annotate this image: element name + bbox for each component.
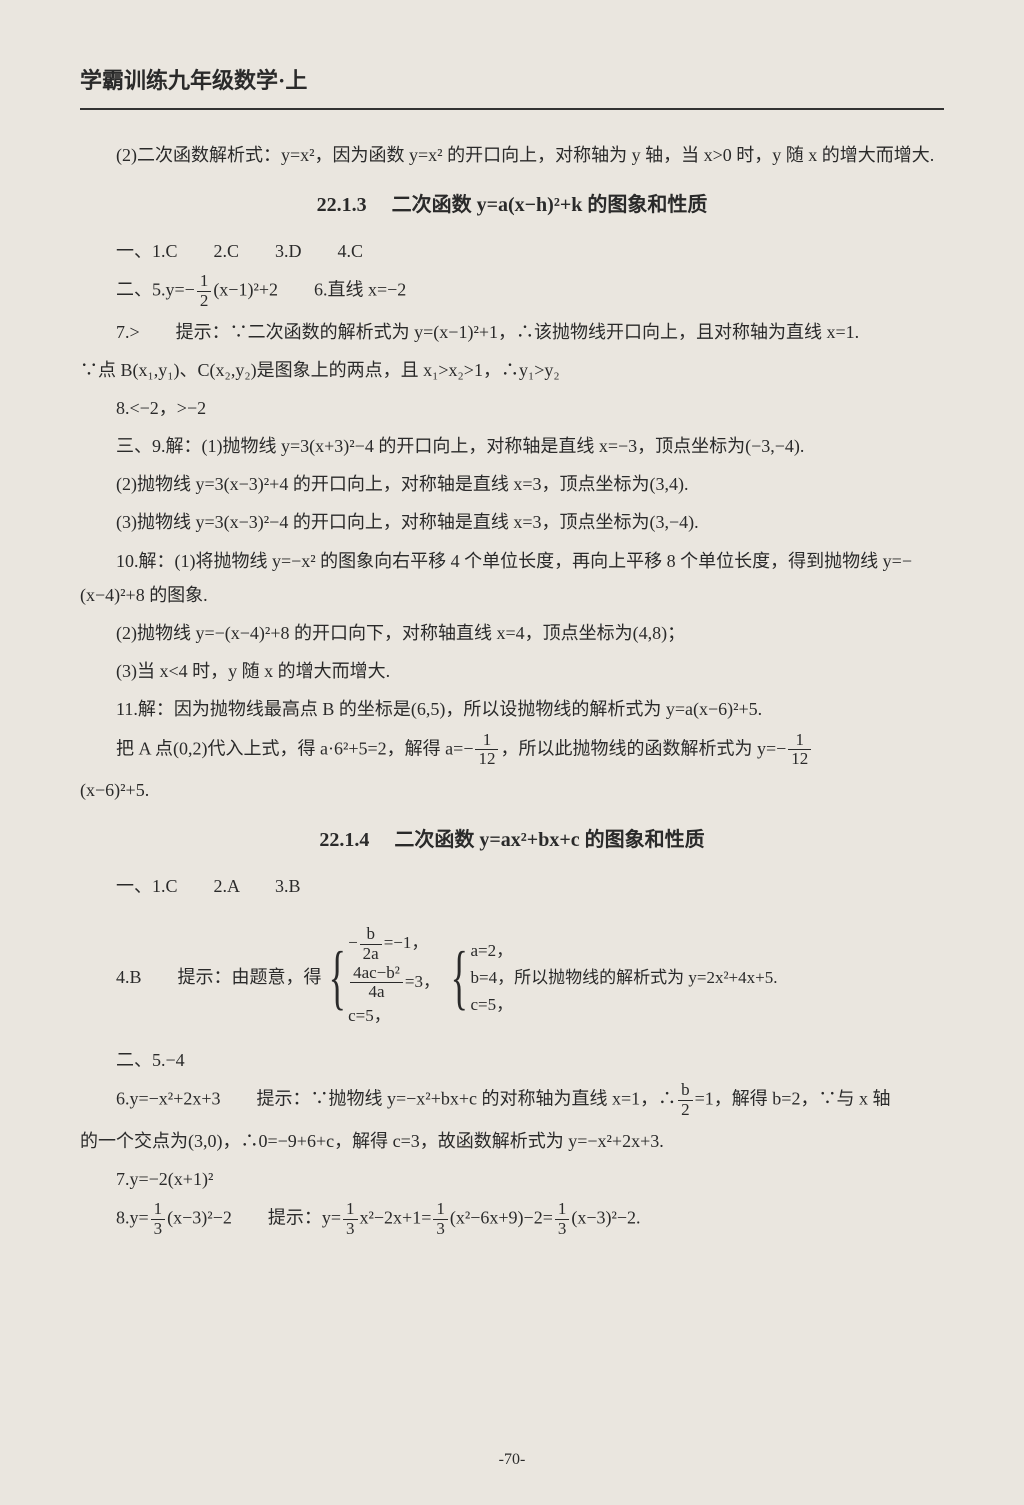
t: c=5， [471,991,778,1018]
section-title-22-1-3: 22.1.3 二次函数 y=a(x−h)²+k 的图象和性质 [80,186,944,224]
answer-line-10-3: (3)当 x<4 时，y 随 x 的增大而增大. [80,654,944,688]
answer-line-10-1: 10.解：(1)将抛物线 y=−x² 的图象向右平移 4 个单位长度，再向上平移… [80,544,944,612]
page-header: 学霸训练九年级数学·上 [80,60,944,110]
brace-system-2: { a=2， b=4，所以抛物线的解析式为 y=2x²+4x+5. c=5， [448,937,778,1019]
answer-line-9-1: 三、9.解：(1)抛物线 y=3(x+3)²−4 的开口向上，对称轴是直线 x=… [80,429,944,463]
text: (x−3)²−2. [571,1208,640,1228]
fraction-1-12b: 112 [788,731,811,769]
t: − [348,933,358,952]
answer2-line-1: 一、1.C 2.A 3.B [80,869,944,903]
answer-line-11a: 11.解：因为抛物线最高点 B 的坐标是(6,5)，所以设抛物线的解析式为 y=… [80,692,944,726]
text: 把 A 点(0,2)代入上式，得 a·6²+5=2，解得 a=− [116,738,473,758]
text: 二、5.y=− [116,279,195,299]
fraction-1-12: 112 [475,731,498,769]
frac-1-3a: 13 [151,1200,166,1238]
answer-line-2: 二、5.y=−12(x−1)²+2 6.直线 x=−2 [80,272,944,310]
answer2-line-5: 二、5.−4 [80,1043,944,1077]
left-brace-icon: { [451,941,468,1013]
t: =3， [405,972,440,991]
brace-system-1: { −b2a=−1， 4ac−b²4a=3， c=5， [326,925,440,1029]
t: c=5， [348,1002,440,1029]
left-brace-icon: { [328,941,345,1013]
answer-line-7: 7.> 提示：∵二次函数的解析式为 y=(x−1)²+1，∴该抛物线开口向上，且… [80,315,944,349]
text: (x−3)²−2 提示：y= [167,1208,341,1228]
t: b=4，所以抛物线的解析式为 y=2x²+4x+5. [471,964,778,991]
text: =1，解得 b=2，∵与 x 轴 [695,1089,891,1109]
text: (x²−6x+9)−2= [450,1208,553,1228]
frac-4ac-b2-4a: 4ac−b²4a [350,964,403,1002]
answer-line-7b: ∵点 B(x₁,y₁)、C(x₂,y₂)是图象上的两点，且 x₁>x₂>1，∴y… [80,353,944,387]
section-title-22-1-4: 22.1.4 二次函数 y=ax²+bx+c 的图象和性质 [80,821,944,859]
fraction-half: 12 [197,272,212,310]
answer2-line-4: 4.B 提示：由题意，得 { −b2a=−1， 4ac−b²4a=3， c=5，… [80,925,944,1029]
frac-b-2: b2 [678,1081,693,1119]
answer-line-9-2: (2)抛物线 y=3(x−3)²+4 的开口向上，对称轴是直线 x=3，顶点坐标… [80,467,944,501]
answer-line-11c: (x−6)²+5. [80,773,944,807]
t: a=2， [471,937,778,964]
text: ，所以此抛物线的函数解析式为 y=− [500,738,786,758]
answer2-line-7: 7.y=−2(x+1)² [80,1162,944,1196]
text: 4.B 提示：由题意，得 [116,960,322,994]
answer-line-10-2: (2)抛物线 y=−(x−4)²+8 的开口向下，对称轴直线 x=4，顶点坐标为… [80,616,944,650]
answer2-line-8: 8.y=13(x−3)²−2 提示：y=13x²−2x+1=13(x²−6x+9… [80,1200,944,1238]
frac-1-3c: 13 [433,1200,448,1238]
answer-line-8: 8.<−2，>−2 [80,391,944,425]
frac-1-3b: 13 [343,1200,358,1238]
answer-line-1: 一、1.C 2.C 3.D 4.C [80,234,944,268]
frac-1-3d: 13 [555,1200,570,1238]
answer2-line-6a: 6.y=−x²+2x+3 提示：∵抛物线 y=−x²+bx+c 的对称轴为直线 … [80,1081,944,1119]
text: 8.y= [116,1208,149,1228]
frac-b-2a: b2a [360,925,382,963]
answer-line-11b: 把 A 点(0,2)代入上式，得 a·6²+5=2，解得 a=−112，所以此抛… [80,731,944,769]
paragraph-2: (2)二次函数解析式：y=x²，因为函数 y=x² 的开口向上，对称轴为 y 轴… [80,138,944,172]
text: x²−2x+1= [360,1208,432,1228]
text: (x−1)²+2 6.直线 x=−2 [213,279,406,299]
page-number: -70- [0,1445,1024,1475]
text: 6.y=−x²+2x+3 提示：∵抛物线 y=−x²+bx+c 的对称轴为直线 … [116,1089,676,1109]
answer2-line-6b: 的一个交点为(3,0)，∴0=−9+6+c，解得 c=3，故函数解析式为 y=−… [80,1124,944,1158]
t: =−1， [384,933,429,952]
answer-line-9-3: (3)抛物线 y=3(x−3)²−4 的开口向上，对称轴是直线 x=3，顶点坐标… [80,505,944,539]
